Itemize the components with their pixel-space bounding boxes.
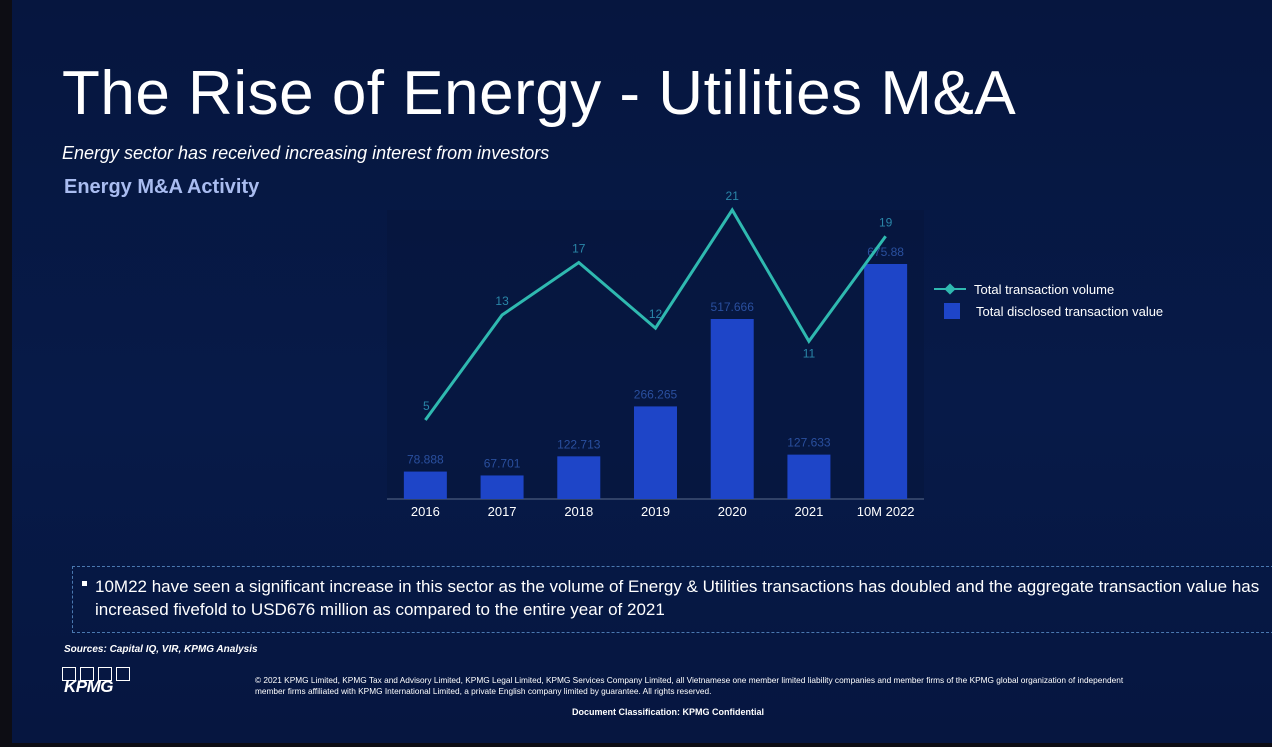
section-title: Energy M&A Activity <box>64 176 260 198</box>
volume-value-label: 12 <box>649 307 663 321</box>
kpmg-logo: KPMG <box>62 667 132 696</box>
legend-line-key <box>934 283 966 295</box>
bar-2021 <box>787 454 831 499</box>
legend-item-value: Total disclosed transaction value <box>934 300 1163 322</box>
bar-value-label: 122.713 <box>557 437 601 451</box>
document-classification: Document Classification: KPMG Confidenti… <box>572 707 765 717</box>
legend-label-volume: Total transaction volume <box>974 281 1115 297</box>
page-subtitle: Energy sector has received increasing in… <box>62 143 550 163</box>
copyright-notice: © 2021 KPMG Limited, KPMG Tax and Adviso… <box>255 675 1124 696</box>
page-title: The Rise of Energy - Utilities M&A <box>62 59 1017 128</box>
legend-bar-key <box>944 303 960 319</box>
bar-10M 2022 <box>864 263 908 499</box>
x-tick-label: 2021 <box>794 504 823 519</box>
bar-value-label: 266.265 <box>634 387 678 401</box>
x-tick-label: 2017 <box>488 504 517 519</box>
key-insight-text: 10M22 have seen a significant increase i… <box>95 577 1260 619</box>
volume-value-label: 17 <box>572 242 586 256</box>
bar-2018 <box>557 456 601 499</box>
x-tick-label: 10M 2022 <box>857 504 915 519</box>
bar-2016 <box>403 471 447 499</box>
bar-value-label: 78.888 <box>407 453 444 467</box>
volume-value-label: 11 <box>803 346 816 360</box>
legend-item-volume: Total transaction volume <box>934 278 1163 300</box>
x-tick-label: 2018 <box>564 504 593 519</box>
x-tick-label: 2016 <box>411 504 440 519</box>
x-tick-label: 2020 <box>718 504 747 519</box>
volume-line <box>424 207 887 421</box>
bar-2020 <box>710 319 754 499</box>
bar-2017 <box>480 475 524 499</box>
bar-2019 <box>634 406 677 499</box>
logo-text: KPMG <box>64 677 114 696</box>
bar-value-label: 127.633 <box>787 436 831 450</box>
energy-ma-chart: 78.888 67.701 122.713 266.265 517.666 127.633… <box>387 189 924 519</box>
volume-value-label: 21 <box>726 189 740 203</box>
legend-label-value: Total disclosed transaction value <box>976 303 1164 319</box>
bullet-icon <box>82 581 87 586</box>
bar-value-label: 67.701 <box>484 456 521 470</box>
bar-value-label: 517.666 <box>711 300 755 314</box>
x-tick-label: 2019 <box>641 504 670 519</box>
sources-note: Sources: Capital IQ, VIR, KPMG Analysis <box>64 644 258 655</box>
volume-value-label: 13 <box>495 294 509 308</box>
chart-legend: Total transaction volume Total disclosed… <box>934 278 1163 322</box>
key-insight-box: 10M22 have seen a significant increase i… <box>72 566 1272 633</box>
volume-value-label: 19 <box>879 215 893 229</box>
volume-value-label: 5 <box>423 399 430 413</box>
